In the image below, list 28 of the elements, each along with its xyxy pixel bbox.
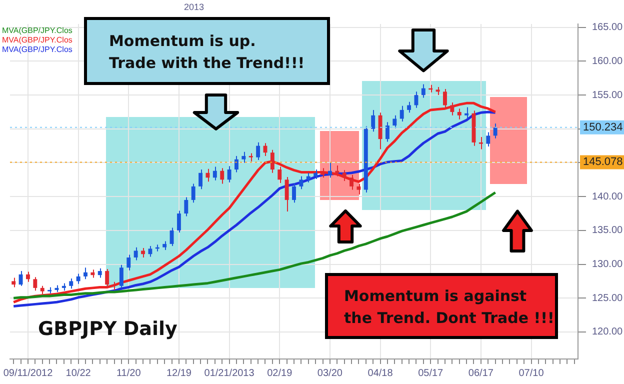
x-tick-label: 07/10 — [518, 368, 544, 379]
text: MVA(GBP/JPY.Clos — [2, 26, 72, 36]
y-tick-label: 140.00 — [592, 191, 624, 202]
x-tick-label: 10/22 — [66, 368, 92, 379]
y-tick-label: 125.00 — [592, 292, 624, 304]
ref-line-label: 150.234 — [583, 121, 623, 134]
text: 2013 — [184, 2, 204, 12]
ref-line-label: 145.078 — [583, 156, 623, 168]
x-tick-label: 02/19 — [267, 368, 293, 379]
text: MVA(GBP/JPY.Clos — [2, 45, 72, 54]
text: GBPJPY Daily — [38, 318, 178, 340]
y-tick-label: 165.00 — [592, 22, 624, 34]
y-tick-label: 135.00 — [592, 225, 624, 236]
x-tick-label: 01/21/2013 — [204, 368, 255, 379]
x-tick-label: 06/17 — [468, 368, 494, 379]
x-tick-label: 11/20 — [116, 368, 142, 379]
x-tick-label: 12/19 — [166, 368, 192, 379]
text: MVA(GBP/JPY.Clos — [2, 36, 72, 45]
x-tick-label: 04/18 — [368, 368, 394, 379]
callout-box: Momentum is up. Trade with the Trend!!! — [84, 17, 330, 85]
y-tick-label: 155.00 — [592, 90, 624, 101]
callout-box: Momentum is against the Trend. Dont Trade !!! — [325, 273, 558, 339]
x-tick-label: 03/20 — [317, 368, 343, 379]
y-tick-label: 160.00 — [592, 56, 624, 67]
x-tick-label: 05/17 — [418, 368, 444, 379]
y-tick-label: 130.00 — [592, 259, 624, 270]
y-tick-label: 120.00 — [592, 326, 624, 338]
x-tick-label: 09/11/2012 — [3, 368, 54, 379]
